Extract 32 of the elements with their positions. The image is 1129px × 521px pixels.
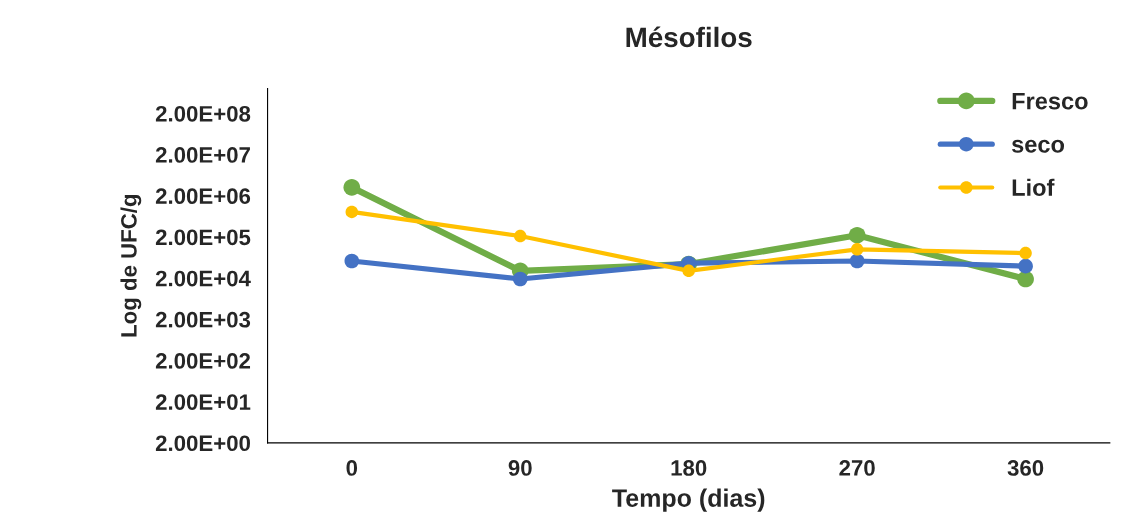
y-tick-label: 2.00E+03: [155, 311, 251, 328]
point: [512, 271, 528, 287]
x-tick-label: 0: [346, 460, 358, 476]
x-tick-label: 270: [839, 460, 875, 476]
y-tick-label: 2.00E+02: [155, 353, 251, 369]
point: [1017, 270, 1034, 288]
point: [343, 179, 361, 196]
point: [345, 205, 359, 219]
point: [849, 253, 865, 269]
x-tick-label: 360: [1007, 460, 1044, 476]
x-tick-label: 90: [508, 460, 532, 476]
y-tick-label: 2.00E+06: [155, 188, 251, 205]
point: [848, 226, 866, 244]
y-tick-label: 2.00E+07: [155, 147, 250, 163]
point: [682, 264, 695, 278]
chart-title: Mésofilos: [626, 26, 752, 48]
legend-label: Fresco: [1012, 92, 1088, 110]
y-axis-title: Log de UFC/g: [120, 194, 142, 337]
point: [344, 253, 360, 269]
y-tick-label: 2.00E+00: [155, 435, 250, 452]
x-axis-title: Tempo (dias): [612, 488, 765, 512]
y-tick-label: 2.00E+01: [155, 394, 251, 410]
legend-label: Liof: [1012, 178, 1055, 196]
point: [513, 229, 527, 243]
point: [1019, 246, 1032, 260]
legend-label: seco: [1011, 139, 1065, 153]
y-tick-label: 2.00E+04: [155, 270, 251, 287]
point: [850, 243, 864, 256]
y-tick-label: 2.00E+05: [155, 229, 251, 246]
point: [1018, 258, 1033, 274]
y-tick-label: 2.00E+08: [155, 105, 251, 122]
x-tick-label: 180: [671, 460, 707, 476]
